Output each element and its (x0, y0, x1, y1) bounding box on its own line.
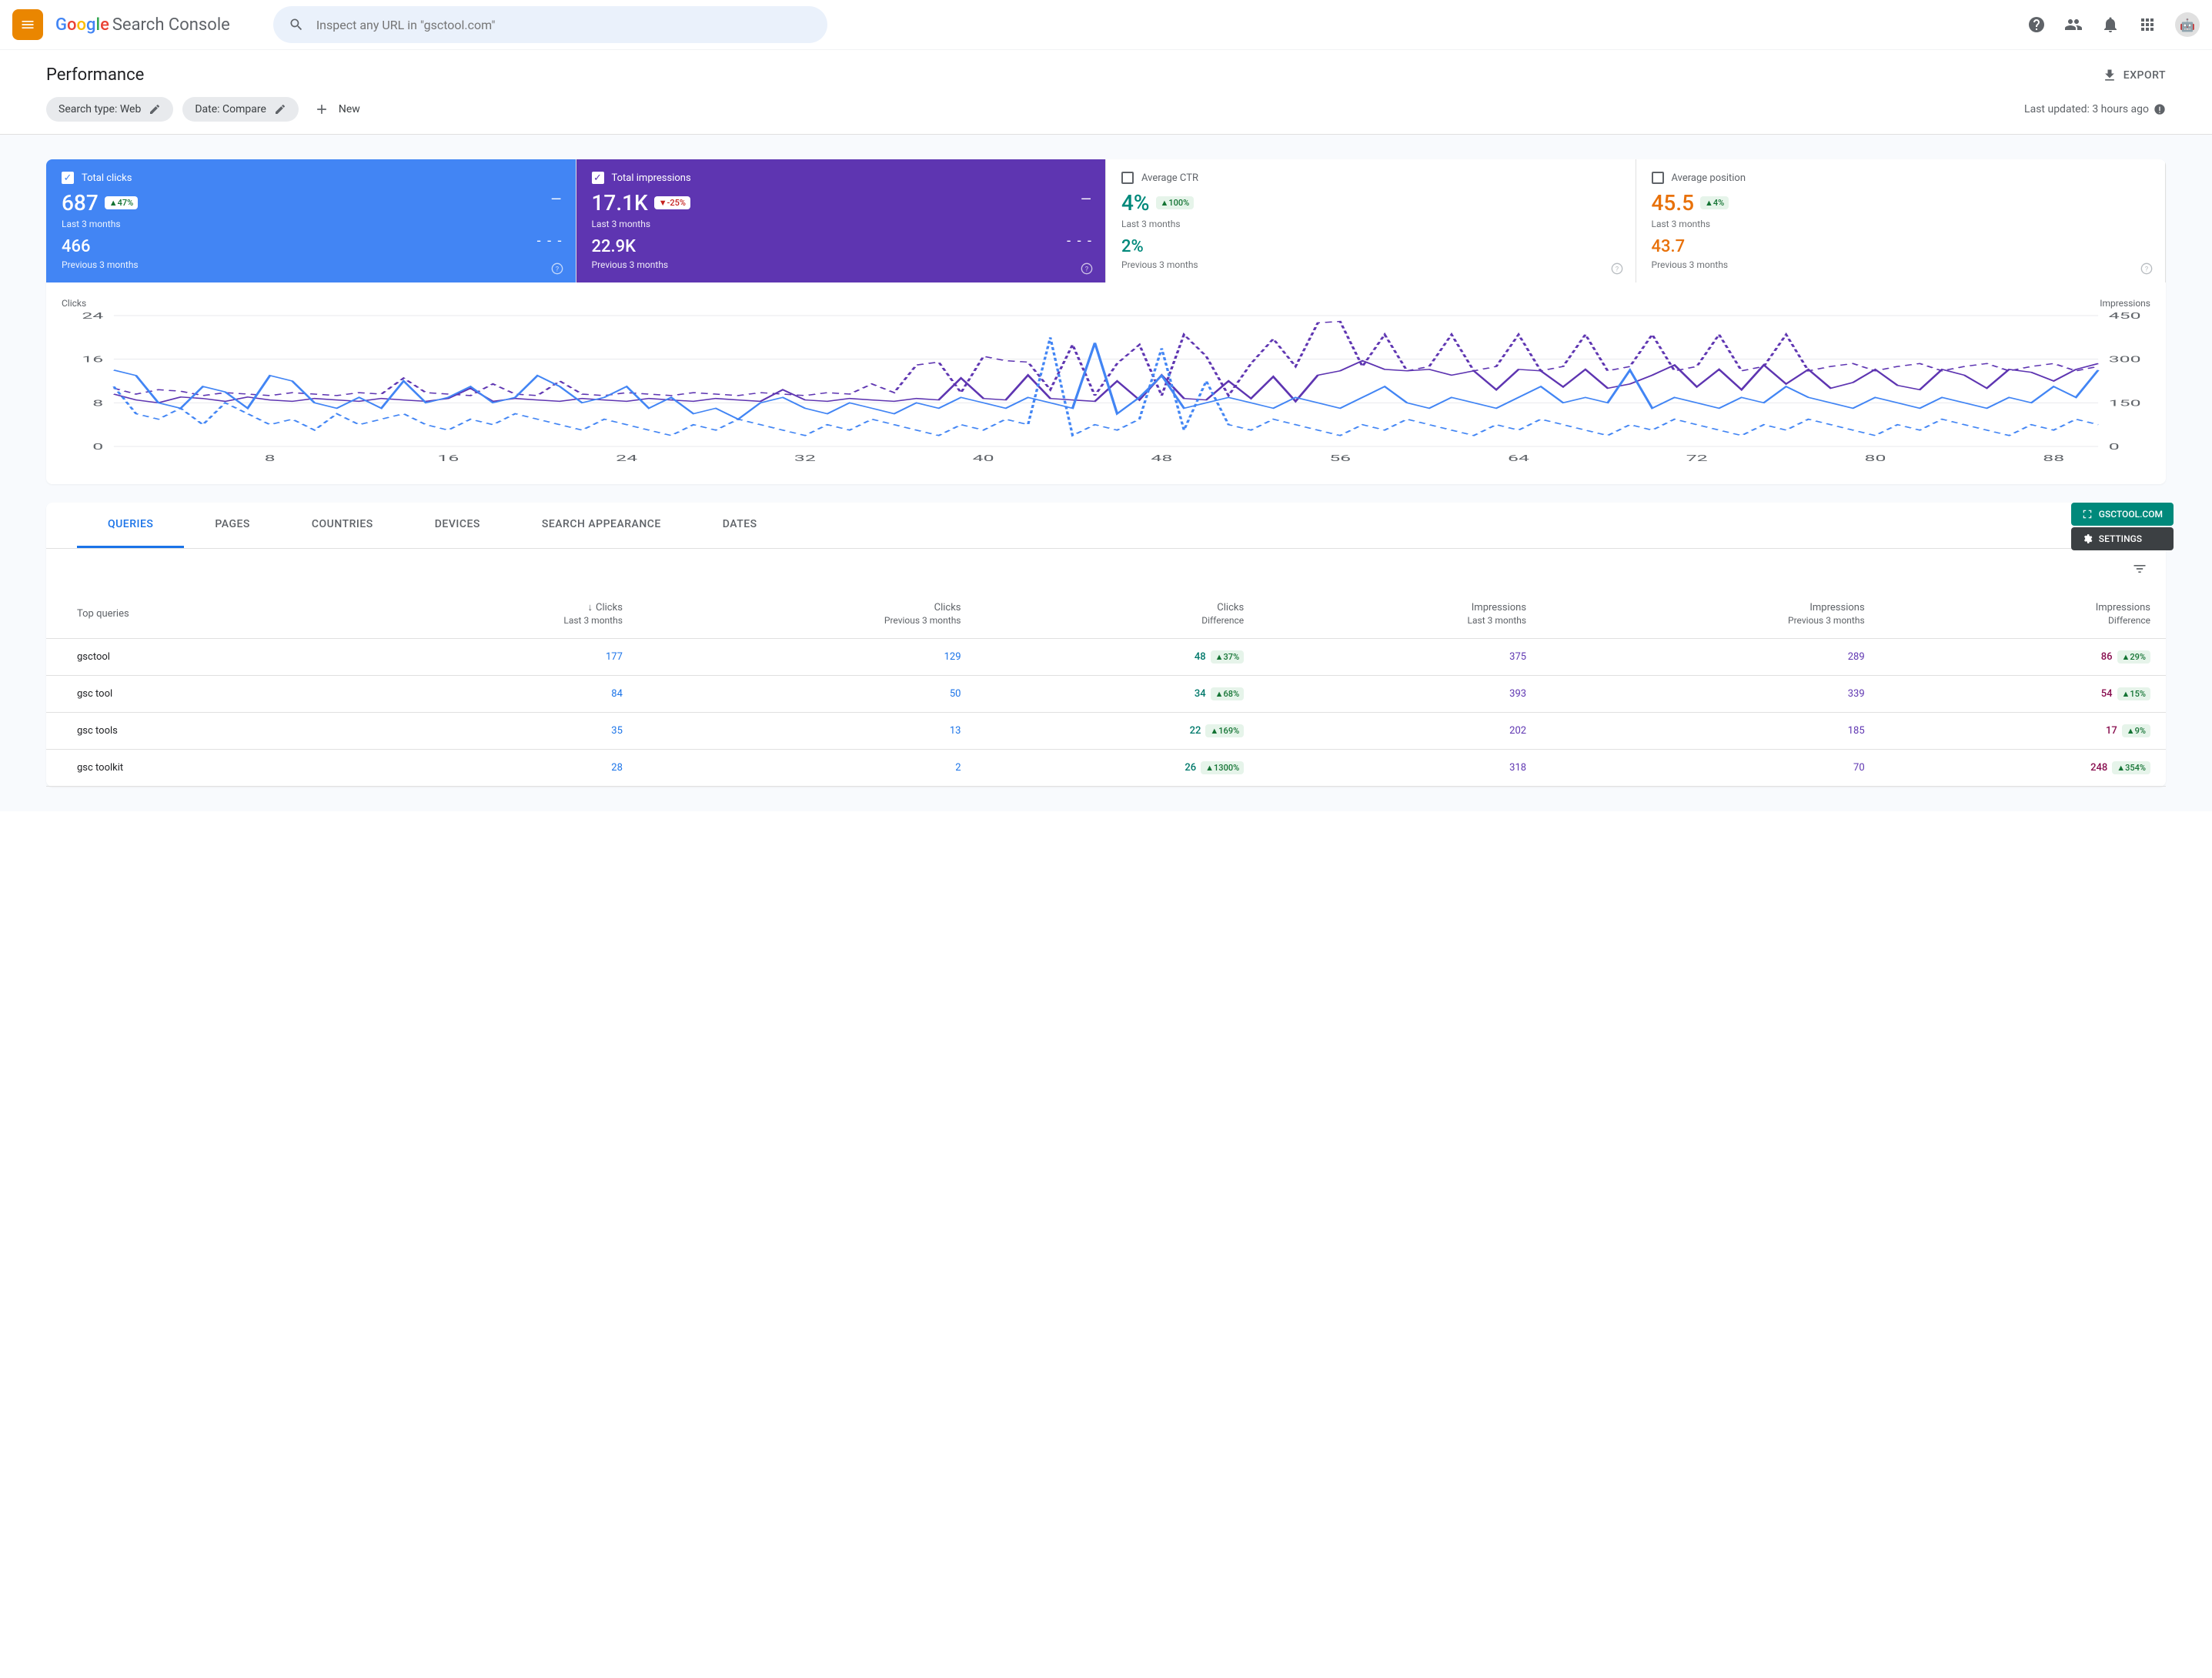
svg-text:80: 80 (1864, 453, 1886, 463)
table-row[interactable]: gsc toolkit28226▲1300%31870248▲354% (46, 750, 2166, 787)
add-filter-button[interactable]: New (314, 102, 360, 117)
svg-text:88: 88 (2043, 453, 2064, 463)
help-icon[interactable]: ? (1081, 262, 1093, 275)
svg-text:?: ? (1615, 265, 1619, 273)
export-button[interactable]: EXPORT (2102, 68, 2166, 83)
checkbox-icon: ✓ (62, 172, 74, 184)
chart-area: Clicks Impressions 244501630081500081624… (46, 282, 2166, 484)
product-name: Search Console (112, 15, 230, 35)
svg-text:16: 16 (437, 453, 459, 463)
performance-chart: 24 450 16 300 8 150 0 0 8 16 24 32 40 48 56 64 72 80 88 (62, 312, 2150, 466)
svg-text:24: 24 (616, 453, 637, 463)
tab-devices[interactable]: DEVICES (404, 503, 511, 548)
edit-icon (149, 103, 161, 115)
tabs-panel: GSCTOOL.COM SETTINGS QUERIESPAGESCOUNTRI… (46, 503, 2166, 787)
tabs: QUERIESPAGESCOUNTRIESDEVICESSEARCH APPEA… (46, 503, 2166, 549)
svg-text:?: ? (2145, 265, 2149, 273)
svg-text:32: 32 (794, 453, 816, 463)
svg-text:64: 64 (1508, 453, 1529, 463)
checkbox-icon: ✓ (592, 172, 604, 184)
column-header[interactable]: ClicksPrevious 3 months (638, 589, 977, 639)
download-icon (2102, 68, 2117, 83)
notifications-icon[interactable] (2101, 15, 2120, 34)
svg-text:?: ? (555, 265, 559, 273)
metric-ctr[interactable]: Average CTR 4%▲100% Last 3 months 2% Pre… (1106, 159, 1636, 282)
svg-text:24: 24 (82, 312, 103, 321)
hamburger-icon (20, 17, 35, 32)
svg-text:48: 48 (1151, 453, 1172, 463)
plus-icon (314, 102, 329, 117)
svg-text:8: 8 (92, 398, 103, 408)
metric-position[interactable]: Average position 45.5▲4% Last 3 months 4… (1636, 159, 2167, 282)
table-row[interactable]: gsc tool845034▲68%39333954▲15% (46, 676, 2166, 713)
column-header[interactable]: ImpressionsDifference (1880, 589, 2166, 639)
column-header[interactable]: ImpressionsLast 3 months (1259, 589, 1542, 639)
apps-icon[interactable] (2138, 15, 2157, 34)
settings-button[interactable]: SETTINGS (2071, 527, 2174, 550)
dashed-line-icon: - - - (1067, 233, 1093, 249)
svg-text:40: 40 (973, 453, 994, 463)
table-row[interactable]: gsctool17712948▲37%37528986▲29% (46, 639, 2166, 676)
help-icon[interactable]: ? (1611, 262, 1623, 275)
search-icon (289, 17, 304, 32)
checkbox-icon (1652, 172, 1664, 184)
column-header[interactable]: ImpressionsPrevious 3 months (1542, 589, 1880, 639)
checkbox-icon (1121, 172, 1134, 184)
filter-icon[interactable] (2132, 561, 2147, 577)
logo: Google Search Console (55, 15, 230, 35)
expand-icon (2082, 509, 2093, 520)
google-logo: Google (55, 15, 109, 35)
avatar[interactable]: 🤖 (2175, 12, 2200, 37)
svg-text:0: 0 (2109, 442, 2120, 452)
column-header[interactable]: ↓ClicksLast 3 months (356, 589, 638, 639)
metrics-panel: ✓Total clicks 687▲47% — Last 3 months 46… (46, 159, 2166, 484)
svg-text:0: 0 (92, 442, 103, 452)
tab-dates[interactable]: DATES (692, 503, 788, 548)
page-title: Performance (46, 65, 144, 85)
svg-text:72: 72 (1686, 453, 1708, 463)
svg-text:56: 56 (1329, 453, 1351, 463)
chart-right-label: Impressions (2100, 298, 2150, 309)
help-icon[interactable] (2027, 15, 2046, 34)
svg-text:8: 8 (265, 453, 276, 463)
metric-clicks[interactable]: ✓Total clicks 687▲47% — Last 3 months 46… (46, 159, 576, 282)
metric-impressions[interactable]: ✓Total impressions 17.1K▼-25% — Last 3 m… (576, 159, 1107, 282)
solid-line-icon: — (550, 192, 563, 208)
help-icon[interactable]: ? (2140, 262, 2153, 275)
last-updated: Last updated: 3 hours ago (2024, 103, 2166, 115)
search-bar[interactable] (273, 6, 827, 43)
gear-icon (2082, 533, 2093, 544)
tab-countries[interactable]: COUNTRIES (281, 503, 404, 548)
search-input[interactable] (316, 18, 812, 32)
export-label: EXPORT (2123, 69, 2166, 82)
tab-search-appearance[interactable]: SEARCH APPEARANCE (511, 503, 692, 548)
column-header[interactable]: ClicksDifference (977, 589, 1260, 639)
dashed-line-icon: - - - (537, 233, 563, 249)
column-header[interactable]: Top queries (46, 589, 356, 639)
svg-text:150: 150 (2109, 398, 2141, 408)
edit-icon (274, 103, 286, 115)
svg-text:?: ? (1085, 265, 1089, 273)
chart-left-label: Clicks (62, 298, 86, 309)
tab-pages[interactable]: PAGES (184, 503, 281, 548)
svg-text:16: 16 (82, 354, 103, 364)
search-type-chip[interactable]: Search type: Web (46, 97, 173, 122)
help-icon[interactable] (2154, 103, 2166, 115)
help-icon[interactable]: ? (551, 262, 563, 275)
menu-button[interactable] (12, 9, 43, 40)
date-chip[interactable]: Date: Compare (182, 97, 299, 122)
svg-text:450: 450 (2109, 312, 2141, 321)
gsctool-button[interactable]: GSCTOOL.COM (2071, 503, 2174, 526)
queries-table: Top queries↓ClicksLast 3 monthsClicksPre… (46, 589, 2166, 787)
people-icon[interactable] (2064, 15, 2083, 34)
solid-line-icon: — (1081, 192, 1093, 208)
tab-queries[interactable]: QUERIES (77, 503, 184, 548)
svg-text:300: 300 (2109, 354, 2141, 364)
table-row[interactable]: gsc tools351322▲169%20218517▲9% (46, 713, 2166, 750)
